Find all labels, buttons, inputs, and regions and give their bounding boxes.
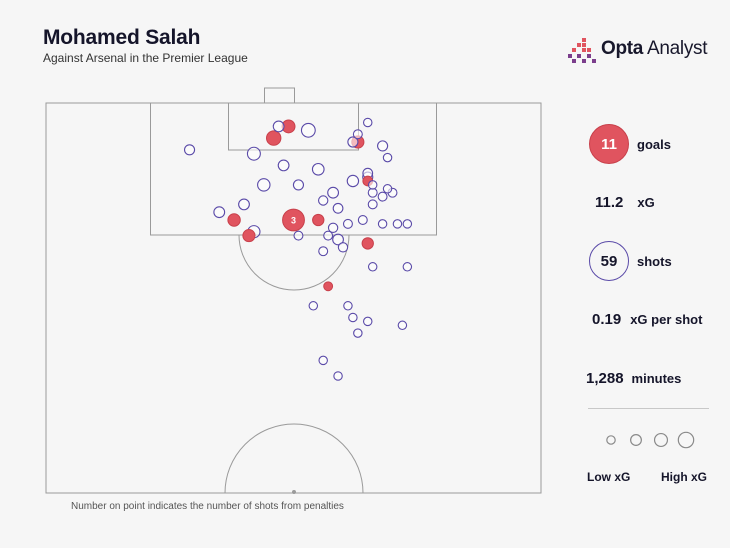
minutes-value: 1,288 (586, 370, 624, 387)
goals-stat: 11 goals (589, 124, 671, 164)
shot-point (327, 222, 339, 233)
goal-point (227, 213, 241, 227)
shots-badge: 59 (589, 241, 629, 281)
legend-size-circle (677, 431, 695, 449)
shot-point (318, 355, 328, 366)
shot-point (377, 140, 389, 152)
legend-high-label: High xG (661, 470, 708, 484)
legend-size-circle (653, 432, 669, 448)
shot-point (397, 320, 408, 331)
xg-size-legend (606, 431, 695, 449)
shot-point (367, 180, 378, 190)
shot-point (238, 198, 250, 211)
pitch-outline (45, 102, 542, 494)
shot-point (343, 301, 353, 311)
shot-point (402, 219, 413, 229)
shots-stat: 59 shots (589, 241, 672, 281)
shot-point (362, 117, 373, 128)
legend-size-circle (606, 435, 616, 445)
shot-point (183, 144, 196, 156)
shot-point (362, 316, 373, 327)
goals-badge: 11 (589, 124, 629, 164)
shot-point (332, 202, 344, 214)
goal-point (242, 229, 256, 243)
xg-stat: 11.2 xG (595, 194, 655, 211)
shot-point (311, 162, 325, 176)
xg-label: xG (637, 195, 655, 210)
shot-point (332, 233, 344, 246)
centre-circle-half (224, 423, 364, 494)
shot-point (323, 230, 334, 241)
shot-point (392, 219, 403, 229)
chart-subtitle: Against Arsenal in the Premier League (43, 51, 248, 65)
shot-point (377, 191, 388, 202)
xg-per-shot-value: 0.19 (592, 311, 622, 328)
xg-per-shot-label: xG per shot (630, 312, 703, 327)
penalty-count-label: 3 (291, 216, 296, 226)
shot-point (352, 129, 363, 140)
centre-spot (292, 490, 296, 494)
opta-logo-icon (568, 38, 596, 63)
goal (264, 87, 295, 104)
shot-point (348, 312, 358, 323)
brand-name-bold: Opta (601, 38, 644, 59)
penalty-arc (238, 234, 350, 291)
shot-point (308, 301, 319, 311)
shot-point (300, 122, 316, 138)
pitch-lines (45, 87, 542, 494)
shot-point (382, 152, 393, 163)
shot-point (367, 262, 378, 272)
shot-point (257, 178, 271, 192)
goal-point (266, 130, 282, 146)
chart-title: Mohamed Salah (43, 26, 201, 49)
goal-point (282, 208, 305, 232)
shot-point (367, 199, 378, 210)
shot-point (293, 230, 304, 241)
goals-label: goals (637, 136, 671, 152)
minutes-stat: 1,288 minutes (586, 370, 681, 387)
footnote: Number on point indicates the number of … (71, 501, 344, 512)
xg-per-shot-stat: 0.19 xG per shot (592, 311, 702, 328)
shot-point (402, 262, 413, 272)
shot-point (347, 136, 359, 148)
shot-point (342, 218, 353, 229)
legend-size-circle (630, 434, 642, 446)
shot-point (318, 195, 329, 206)
legend-low-label: Low xG (587, 470, 631, 484)
goal-point (323, 281, 334, 292)
minutes-label: minutes (631, 371, 682, 386)
shot-point (377, 219, 388, 229)
goal-point (361, 237, 374, 250)
stats-divider (588, 408, 709, 409)
shot-point (337, 242, 349, 253)
xg-value: 11.2 (595, 194, 624, 211)
shot-point (292, 179, 305, 191)
shot-point (327, 186, 340, 199)
shot-point (213, 206, 226, 219)
shot-point (357, 215, 368, 225)
shot-point (333, 371, 343, 381)
shot-point (346, 174, 360, 188)
shot-point (272, 120, 285, 133)
brand-name: Opta Analyst (601, 38, 708, 60)
shot-point (318, 246, 329, 257)
shots-label: shots (637, 253, 672, 269)
goal-point (312, 213, 325, 227)
opta-analyst-logo: Opta Analyst (568, 36, 720, 64)
brand-name-light: Analyst (643, 38, 708, 59)
shot-point (353, 328, 363, 338)
shots-layer: 3 (183, 117, 413, 381)
shot-point (382, 184, 393, 194)
shot-point (246, 146, 261, 161)
shot-point (277, 159, 290, 172)
